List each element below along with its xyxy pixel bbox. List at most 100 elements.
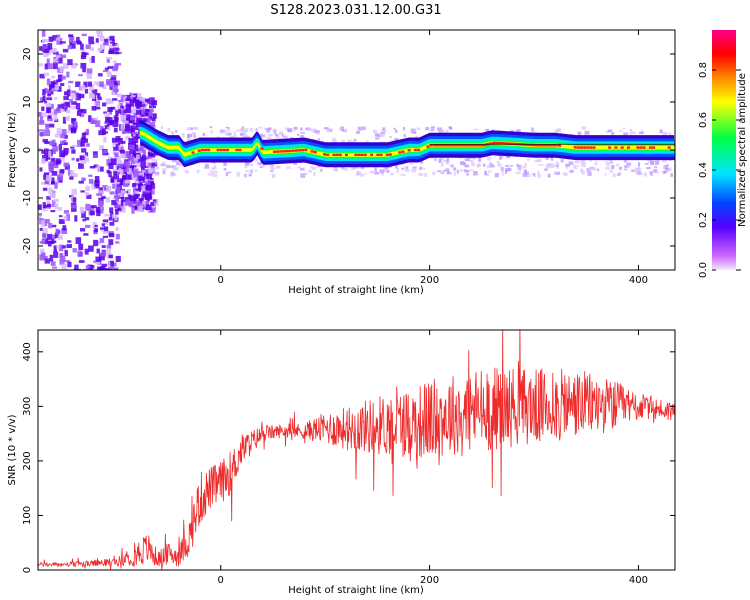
spectrogram-cell	[654, 166, 658, 168]
spectrogram-cell	[47, 42, 53, 50]
spectrogram-cell	[120, 146, 124, 152]
spectrogram-cell	[80, 190, 85, 193]
spectrogram-cell	[125, 123, 130, 128]
spectrogram-cell	[490, 164, 494, 168]
spectrogram-cell	[155, 166, 160, 170]
spectrogram-cell	[655, 160, 660, 165]
spectrogram-cell	[97, 47, 103, 52]
spectrogram-cell	[63, 147, 69, 154]
spectrogram-cell	[116, 165, 122, 170]
spectrogram-cell	[72, 144, 78, 147]
spectrogram-peak	[354, 153, 358, 156]
spectrogram-cell	[389, 136, 392, 138]
spectrogram-peak	[191, 151, 195, 154]
spectrogram-cell	[126, 188, 131, 195]
spectrogram-cell	[283, 135, 289, 140]
spectrogram-cell	[110, 260, 114, 267]
spectrogram-cell	[151, 182, 155, 190]
spectrogram-cell	[61, 153, 66, 157]
spectrogram-cell	[584, 130, 590, 135]
spectrogram-cell	[38, 214, 42, 220]
spectrogram-cell	[310, 166, 313, 169]
spectrogram-cell	[374, 167, 377, 172]
spectrogram-cell	[369, 170, 375, 174]
spectrogram-cell	[102, 84, 107, 90]
spectrogram-cell	[166, 164, 171, 169]
spectrogram-cell	[52, 61, 59, 64]
spectrogram-cell	[360, 166, 365, 170]
spectrogram-cell	[50, 47, 57, 53]
spectrogram-xlabel: Height of straight line (km)	[288, 285, 424, 296]
spectrogram-cell	[133, 112, 138, 119]
spectrogram-cell	[347, 139, 352, 143]
spectrogram-cell	[654, 171, 660, 174]
spectrogram-cell	[39, 46, 43, 51]
spectrogram-cell	[138, 172, 144, 178]
spectrogram-cell	[255, 128, 258, 133]
spectrogram-cell	[114, 200, 120, 205]
spectrogram-cell	[632, 131, 636, 134]
spectrogram-cell	[124, 197, 130, 203]
spectrogram-cell	[133, 174, 137, 178]
spectrogram-cell	[60, 133, 66, 139]
spectrogram-cell	[103, 136, 107, 143]
spectrogram-cell	[137, 114, 143, 120]
spectrogram-cell	[63, 215, 68, 221]
spectrogram-peak	[332, 153, 336, 156]
spectrogram-cell	[151, 164, 155, 170]
spectrogram-cell	[107, 106, 113, 113]
spectrogram-cell	[97, 96, 102, 100]
spectrogram-cell	[544, 168, 548, 171]
spectrogram-peak	[304, 148, 308, 152]
spectrogram-cell	[38, 111, 42, 117]
spectrogram-cell	[606, 163, 610, 167]
spectrogram-cell	[66, 109, 71, 114]
spectrogram-cell	[52, 35, 58, 41]
spectrogram-cell	[211, 167, 215, 170]
spectrogram-cell	[112, 268, 119, 270]
spectrogram-cell	[64, 164, 70, 170]
spectrogram-cell	[353, 138, 357, 142]
spectrogram-cell	[131, 205, 138, 209]
spectrogram-cell	[96, 164, 101, 172]
spectrogram-cell	[249, 163, 253, 167]
spectrogram-cell	[77, 108, 84, 112]
spectrogram-cell	[89, 57, 93, 63]
spectrogram-cell	[650, 171, 653, 176]
spectrogram-cell	[82, 218, 86, 222]
spectrogram-cell	[121, 115, 127, 120]
spectrogram-cell	[193, 126, 199, 130]
spectrogram-cell	[501, 173, 505, 176]
spectrogram-cell	[105, 197, 111, 203]
spectrogram-peak	[363, 153, 367, 156]
spectrogram-cell	[54, 232, 60, 238]
spectrogram-cell	[403, 133, 406, 138]
spectrogram-cell	[45, 124, 49, 130]
spectrogram-cell	[60, 83, 65, 87]
spectrogram-cell	[550, 163, 555, 168]
colorbar-gradient	[712, 30, 736, 270]
spectrogram-cell	[117, 160, 123, 166]
x-tick-label: 200	[420, 275, 439, 286]
spectrogram-cell	[104, 124, 110, 130]
spectrogram-cell	[43, 218, 50, 224]
spectrogram-cell	[119, 206, 126, 213]
spectrogram-cell	[131, 132, 138, 135]
spectrogram-cell	[144, 98, 151, 102]
spectrogram-cell	[225, 126, 228, 129]
spectrogram-cell	[152, 106, 156, 109]
spectrogram-cell	[115, 209, 119, 215]
spectrogram-cell	[85, 44, 91, 50]
spectrogram-cell	[97, 31, 103, 38]
spectrogram-cell	[42, 96, 46, 102]
spectrogram-cell	[254, 157, 258, 162]
spectrogram-cell	[59, 259, 65, 265]
spectrogram-cell	[596, 168, 600, 172]
spectrogram-cell	[113, 81, 117, 84]
spectrogram-cell	[128, 168, 132, 174]
spectrogram-cell	[605, 167, 610, 170]
spectrogram-cell	[381, 132, 385, 134]
spectrogram-cell	[67, 170, 72, 176]
spectrogram-cell	[618, 166, 622, 170]
spectrogram-cell	[44, 63, 48, 70]
